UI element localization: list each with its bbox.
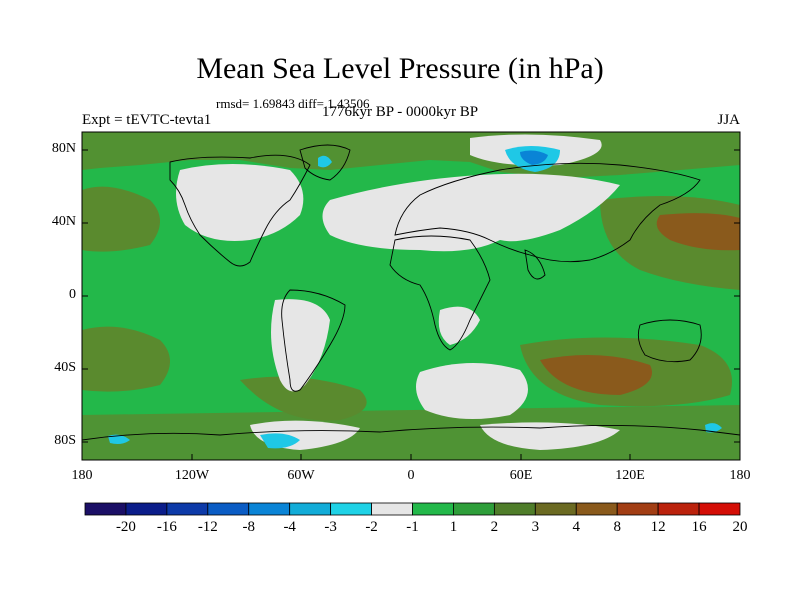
field-brown-pacific (656, 213, 740, 251)
colorbar-label: 1 (449, 519, 458, 535)
colorbar-box (493, 502, 536, 516)
colorbar-label: 12 (650, 519, 666, 535)
colorbar-label: -16 (156, 519, 177, 535)
field-cyan-antarctic-west (260, 433, 300, 449)
field-olive-west (82, 326, 170, 392)
field-grey-na (176, 164, 304, 241)
coast-antarctica (82, 424, 740, 441)
lon-label-0: 0 (407, 468, 415, 483)
colorbar-label: -2 (365, 519, 378, 535)
coast-india (524, 249, 546, 280)
map-title: Mean Sea Level Pressure (in hPa) (196, 52, 604, 85)
field-blue-siberia (520, 150, 548, 165)
colorbar-box (248, 502, 291, 516)
field-grey-southern (416, 362, 528, 419)
lon-label-120e: 120E (615, 468, 645, 483)
colorbar-label: -8 (242, 519, 256, 535)
colorbar-box (657, 502, 700, 516)
lat-label-0: 0 (69, 287, 76, 302)
colorbar-label: -20 (115, 519, 136, 535)
lat-label-40s: 40S (54, 360, 76, 375)
field-olive-sa (240, 376, 367, 421)
colorbar-box (371, 502, 413, 516)
colorbar-label: -4 (283, 519, 296, 535)
colorbar-box (616, 502, 659, 516)
colorbar (84, 502, 741, 516)
field-cyan-antarctic-east (705, 423, 722, 433)
field-cyan-greenland (318, 155, 332, 168)
field-grey-eurasia (322, 173, 620, 252)
colorbar-box (453, 502, 495, 516)
colorbar-box (575, 502, 618, 516)
lon-label-60e: 60E (509, 468, 533, 483)
colorbar-label: 3 (531, 519, 540, 535)
colorbar-label: -3 (324, 519, 337, 535)
experiment-label: Expt = tEVTC-tevta1 (82, 112, 212, 128)
field-brown-south-indian (540, 355, 652, 395)
colorbar-box (207, 502, 250, 516)
colorbar-label: 4 (572, 519, 581, 535)
coastlines (82, 144, 740, 441)
lon-label-60w: 60W (287, 468, 315, 483)
colorbar-box (166, 502, 209, 516)
colorbar-label: 16 (691, 519, 707, 535)
field-grey-antarctic-east (480, 422, 620, 450)
lon-label-120w: 120W (174, 468, 210, 483)
lat-label-80s: 80S (54, 433, 76, 448)
colorbar-label: 20 (732, 519, 748, 535)
colorbar-box (698, 502, 741, 516)
field-grey-africa (438, 306, 480, 345)
colorbar-box (289, 502, 332, 516)
map-field (82, 132, 740, 460)
lat-label-40n: 40N (51, 214, 76, 229)
coast-greenland (299, 144, 351, 181)
coast-south-america (281, 289, 346, 392)
coast-eurasia (394, 162, 701, 263)
field-olive-nw (82, 186, 160, 252)
period-text: 1776kyr BP - 0000kyr BP (322, 104, 479, 120)
lat-label-80n: 80N (51, 141, 76, 156)
coast-north-america (169, 154, 311, 267)
colorbar-box (330, 502, 372, 516)
colorbar-box (84, 502, 127, 516)
coast-australia (637, 319, 702, 363)
lon-label-180w: 180 (71, 468, 93, 483)
season-label: JJA (717, 112, 740, 128)
stats-text: rmsd= 1.69843 diff= 1.43506 (216, 96, 370, 111)
colorbar-box (534, 502, 577, 516)
colorbar-label: -12 (197, 519, 218, 535)
colorbar-label: 2 (490, 519, 499, 535)
lon-label-180e: 180 (729, 468, 751, 483)
colorbar-label: -1 (406, 519, 419, 535)
colorbar-box (125, 502, 168, 516)
colorbar-box (412, 502, 454, 516)
colorbar-label: 8 (613, 519, 621, 535)
field-cyan-antarctic-far (108, 434, 130, 444)
axis-ticks (81, 149, 741, 460)
coast-africa (389, 235, 491, 351)
